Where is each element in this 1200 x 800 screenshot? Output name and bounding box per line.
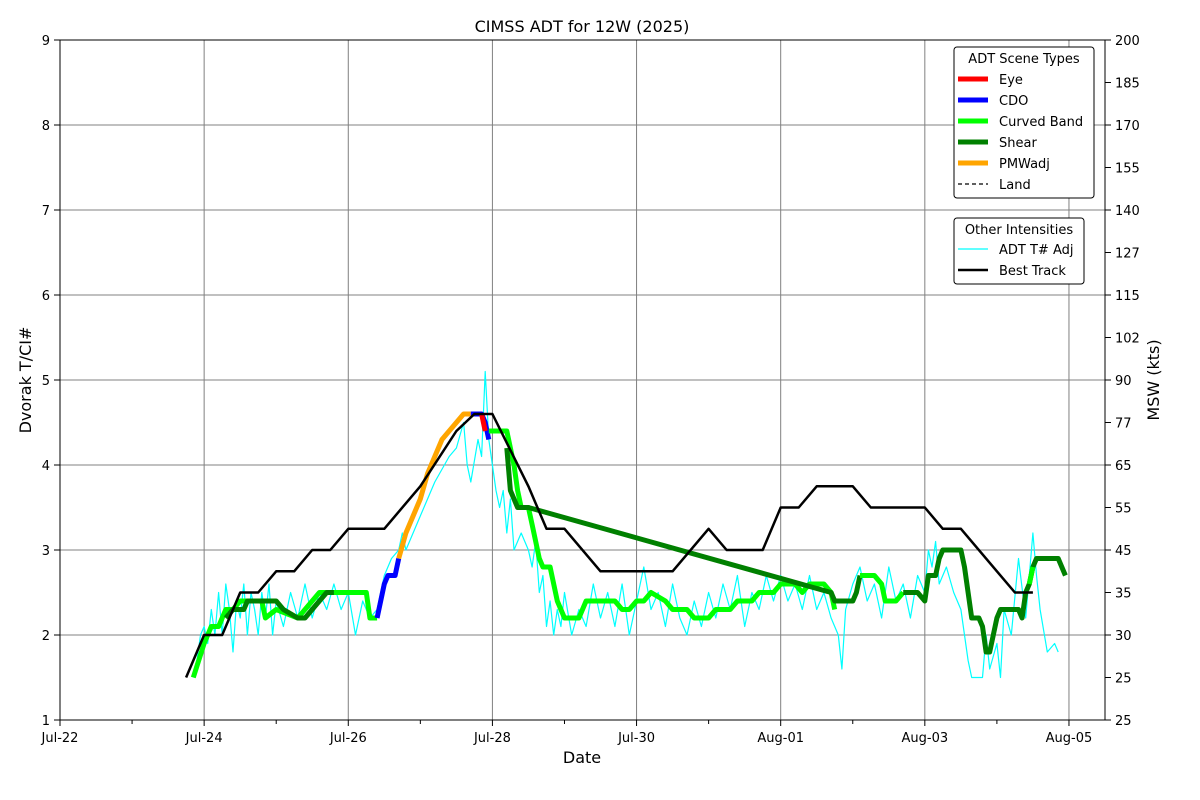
x-tick-label: Aug-05 xyxy=(1046,731,1093,746)
y2-tick-label: 185 xyxy=(1115,77,1140,92)
x-tick-label: Aug-01 xyxy=(757,731,804,746)
y-tick-label: 5 xyxy=(42,374,50,389)
y2-ticks: 25 25 30 35 45 55 65 77 90 102 115 127 140 155 170 185 2… xyxy=(1105,34,1140,729)
y2-tick-label: 65 xyxy=(1115,459,1132,474)
legend-scene-title: ADT Scene Types xyxy=(968,52,1080,67)
y2-tick-label: 90 xyxy=(1115,374,1132,389)
y-tick-label: 7 xyxy=(42,204,50,219)
y2-tick-label: 102 xyxy=(1115,332,1140,347)
y2-tick-label: 35 xyxy=(1115,587,1132,602)
x-tick-label: Jul-26 xyxy=(329,731,367,746)
series-layer xyxy=(184,370,1068,679)
legend-scene-box xyxy=(953,46,1095,199)
legend-label: Land xyxy=(999,178,1031,193)
legend-label: CDO xyxy=(999,94,1028,109)
series-curved-band-line xyxy=(488,428,838,621)
y2-tick-label: 55 xyxy=(1115,502,1132,517)
legend-other-box xyxy=(953,217,1085,285)
y2-tick-label: 155 xyxy=(1115,162,1140,177)
y-tick-label: 6 xyxy=(42,289,50,304)
y2-tick-label: 127 xyxy=(1115,247,1140,262)
y-tick-label: 4 xyxy=(42,459,50,474)
legend-other-intensities: Other Intensities ADT T# Adj Best Track xyxy=(953,217,1085,285)
series-shear-line xyxy=(504,447,863,604)
series-curved-band-line xyxy=(860,573,906,604)
y-ticks: 1 2 3 4 5 6 7 8 9 xyxy=(42,34,60,729)
y2-tick-label: 45 xyxy=(1115,544,1132,559)
x-tick-label: Jul-22 xyxy=(41,731,79,746)
x-tick-label: Aug-03 xyxy=(902,731,949,746)
y2-tick-label: 77 xyxy=(1115,417,1132,432)
y-tick-label: 9 xyxy=(42,34,50,49)
series-curved-band-line xyxy=(1026,566,1036,585)
y2-tick-label: 25 xyxy=(1115,672,1132,687)
y-tick-label: 2 xyxy=(42,629,50,644)
legend-other-title: Other Intensities xyxy=(965,223,1074,238)
legend-scene-types: ADT Scene Types Eye CDO Curved Band Shear PM… xyxy=(953,46,1095,199)
y-tick-label: 3 xyxy=(42,544,50,559)
legend-label: Best Track xyxy=(999,264,1066,279)
y2-axis-title: MSW (kts) xyxy=(1144,339,1163,420)
y-tick-label: 1 xyxy=(42,714,50,729)
y2-tick-label: 200 xyxy=(1115,34,1140,49)
series-eye-line xyxy=(479,413,488,432)
series-best-track-line xyxy=(184,412,1033,678)
y-tick-label: 8 xyxy=(42,119,50,134)
x-axis-title: Date xyxy=(563,748,601,767)
y2-tick-label: 115 xyxy=(1115,289,1140,304)
x-tick-label: Jul-28 xyxy=(473,731,511,746)
legend-label: Eye xyxy=(999,73,1023,88)
series-curved-band-line xyxy=(190,590,378,679)
y2-tick-label: 140 xyxy=(1115,204,1140,219)
series-shear-line xyxy=(223,590,334,621)
series-cdo-line xyxy=(374,557,402,619)
y2-tick-label: 25 xyxy=(1115,714,1132,729)
y2-tick-label: 30 xyxy=(1115,629,1132,644)
x-tick-label: Jul-24 xyxy=(185,731,223,746)
legend-label: ADT T# Adj xyxy=(999,243,1073,258)
legend-label: Shear xyxy=(999,136,1037,151)
chart-title: CIMSS ADT for 12W (2025) xyxy=(475,17,690,36)
legend-label: Curved Band xyxy=(999,115,1083,130)
x-tick-label: Jul-30 xyxy=(617,731,655,746)
series-pmwadj-line xyxy=(396,411,471,560)
y-axis-title: Dvorak T/CI# xyxy=(16,327,35,434)
x-ticks: Jul-22 Jul-24 Jul-26 Jul-28 Jul-30 Aug-01 Aug-… xyxy=(41,720,1093,746)
y2-tick-label: 170 xyxy=(1115,119,1140,134)
legend-label: PMWadj xyxy=(999,157,1050,172)
